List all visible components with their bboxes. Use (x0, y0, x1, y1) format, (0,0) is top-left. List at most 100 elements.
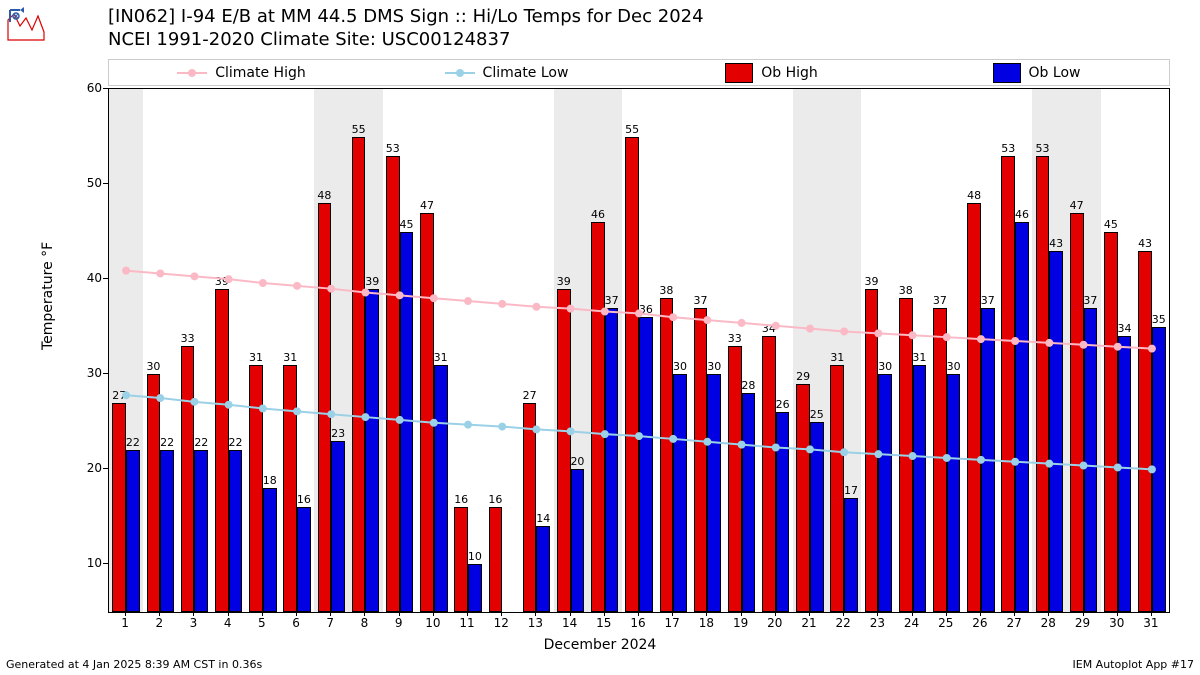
climate-low-marker (1080, 462, 1088, 470)
climate-high-marker (430, 294, 438, 302)
climate-high-marker (909, 331, 917, 339)
climate-low-marker (1045, 460, 1053, 468)
legend-climate-high: Climate High (109, 65, 374, 81)
climate-high-marker (259, 279, 267, 287)
climate-high-marker (943, 333, 951, 341)
x-tick (741, 611, 742, 616)
x-tick-label: 31 (1143, 616, 1158, 630)
x-tick (672, 611, 673, 616)
climate-high-marker (1148, 345, 1156, 353)
x-tick (399, 611, 400, 616)
climate-high-marker (293, 282, 301, 290)
title-line-1: [IN062] I-94 E/B at MM 44.5 DMS Sign :: … (108, 6, 704, 29)
x-tick (604, 611, 605, 616)
y-axis-label: Temperature °F (40, 242, 56, 350)
climate-high-marker (1011, 337, 1019, 345)
climate-low-marker (498, 423, 506, 431)
title-line-2: NCEI 1991-2020 Climate Site: USC00124837 (108, 29, 704, 52)
x-tick (1117, 611, 1118, 616)
x-tick-label: 5 (258, 616, 266, 630)
x-tick-label: 7 (326, 616, 334, 630)
legend-ob-high: Ob High (639, 63, 904, 83)
x-tick (296, 611, 297, 616)
climate-low-marker (259, 405, 267, 413)
x-tick (125, 611, 126, 616)
legend-label: Ob High (761, 65, 818, 81)
x-tick-label: 11 (459, 616, 474, 630)
x-tick (775, 611, 776, 616)
climate-high-marker (806, 325, 814, 333)
climate-high-marker (840, 327, 848, 335)
climate-low-marker (977, 456, 985, 464)
x-axis-label: December 2024 (0, 637, 1200, 653)
x-tick (809, 611, 810, 616)
climate-low-marker (909, 452, 917, 460)
y-tick-label: 50 (87, 176, 102, 190)
climate-low-marker (943, 454, 951, 462)
x-tick-label: 23 (870, 616, 885, 630)
legend-label: Ob Low (1029, 65, 1081, 81)
legend-climate-low: Climate Low (374, 65, 639, 81)
climate-low-marker (327, 410, 335, 418)
climate-high-swatch (177, 72, 207, 74)
x-tick-label: 17 (665, 616, 680, 630)
x-tick-label: 27 (1006, 616, 1021, 630)
climate-lines (109, 89, 1169, 612)
climate-low-marker (464, 421, 472, 429)
x-tick (535, 611, 536, 616)
ob-high-swatch (725, 63, 753, 83)
x-tick (262, 611, 263, 616)
legend: Climate High Climate Low Ob High Ob Low (108, 59, 1170, 86)
x-tick-label: 13 (528, 616, 543, 630)
climate-high-marker (1080, 341, 1088, 349)
climate-low-marker (840, 448, 848, 456)
climate-low-marker (635, 432, 643, 440)
climate-low-marker (225, 401, 233, 409)
climate-low-marker (772, 443, 780, 451)
x-tick-label: 25 (938, 616, 953, 630)
climate-low-marker (532, 425, 540, 433)
x-tick-label: 22 (836, 616, 851, 630)
x-tick (570, 611, 571, 616)
x-tick (912, 611, 913, 616)
climate-high-marker (874, 329, 882, 337)
x-tick (638, 611, 639, 616)
x-tick (843, 611, 844, 616)
x-tick (467, 611, 468, 616)
x-tick (1014, 611, 1015, 616)
x-tick-label: 28 (1041, 616, 1056, 630)
x-tick (193, 611, 194, 616)
x-tick-label: 6 (292, 616, 300, 630)
climate-low-marker (703, 438, 711, 446)
x-tick (1083, 611, 1084, 616)
climate-high-marker (1045, 339, 1053, 347)
climate-high-marker (498, 300, 506, 308)
y-tick (103, 278, 108, 279)
climate-high-marker (464, 297, 472, 305)
x-tick (364, 611, 365, 616)
footer-generated: Generated at 4 Jan 2025 8:39 AM CST in 0… (6, 658, 262, 671)
climate-high-marker (327, 285, 335, 293)
x-tick-label: 2 (155, 616, 163, 630)
ob-low-swatch (993, 63, 1021, 83)
climate-high-marker (669, 313, 677, 321)
x-tick (1048, 611, 1049, 616)
climate-low-swatch (445, 72, 475, 74)
climate-high-marker (635, 309, 643, 317)
climate-low-marker (396, 416, 404, 424)
climate-high-marker (1114, 343, 1122, 351)
x-tick-label: 4 (224, 616, 232, 630)
y-tick-label: 20 (87, 461, 102, 475)
y-tick (103, 373, 108, 374)
x-tick-label: 3 (190, 616, 198, 630)
x-tick (706, 611, 707, 616)
x-tick-label: 8 (361, 616, 369, 630)
x-tick-label: 21 (801, 616, 816, 630)
climate-high-marker (738, 319, 746, 327)
legend-ob-low: Ob Low (904, 63, 1169, 83)
climate-high-marker (122, 267, 130, 275)
y-tick-label: 30 (87, 366, 102, 380)
climate-low-marker (190, 398, 198, 406)
climate-low-marker (874, 450, 882, 458)
x-tick-label: 12 (494, 616, 509, 630)
